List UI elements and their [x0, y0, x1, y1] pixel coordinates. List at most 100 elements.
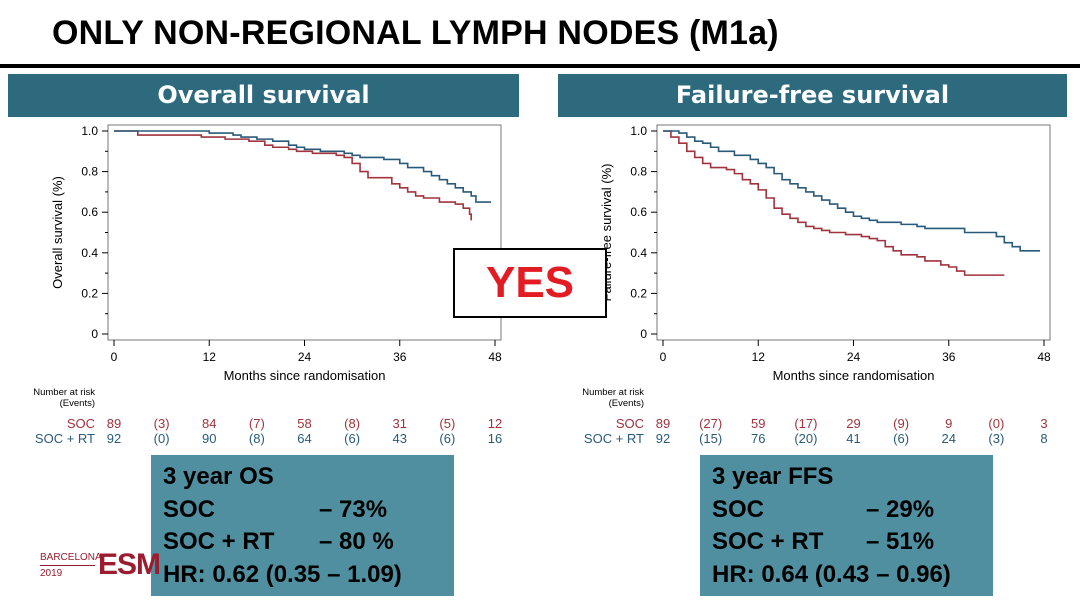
- logo-year: 2019: [40, 568, 63, 579]
- risk-value: 92: [107, 431, 121, 446]
- risk-value: 12: [488, 416, 502, 431]
- risk-value: (0): [154, 431, 170, 446]
- summary-row-soc-rt: SOC + RT – 51%: [712, 526, 983, 559]
- summary-label: SOC: [712, 495, 765, 523]
- yes-badge: YES: [453, 248, 607, 318]
- logo-city: BARCELONA: [40, 552, 102, 563]
- risk-row-label: SOC: [616, 416, 644, 431]
- y-tick-label: 0: [91, 327, 98, 341]
- summary-box-os: 3 year OS SOC – 73% SOC + RT – 80 % HR: 0.…: [151, 455, 454, 596]
- risk-value: 24: [942, 431, 956, 446]
- slide-title: ONLY NON-REGIONAL LYMPH NODES (M1a): [52, 14, 779, 52]
- risk-value: (6): [439, 431, 455, 446]
- y-tick-label: 0.8: [81, 165, 98, 179]
- x-tick-label: 24: [847, 350, 861, 364]
- risk-value: (8): [249, 431, 265, 446]
- risk-row-label: SOC + RT: [35, 431, 95, 446]
- risk-row-label: SOC + RT: [584, 431, 644, 446]
- risk-table-header: Number at risk: [582, 387, 644, 398]
- risk-value: 41: [846, 431, 860, 446]
- risk-value: 84: [202, 416, 216, 431]
- survival-curve-soc-rt: [114, 130, 492, 203]
- panel-header-failure-free-survival: Failure-free survival: [558, 74, 1067, 117]
- risk-value: (27): [699, 416, 722, 431]
- risk-value: 59: [751, 416, 765, 431]
- risk-value: (3): [154, 416, 170, 431]
- summary-hazard-ratio: HR: 0.62 (0.35 – 1.09): [163, 560, 402, 588]
- risk-value: 29: [846, 416, 860, 431]
- risk-value: 8: [1040, 431, 1047, 446]
- summary-label: SOC: [163, 495, 216, 523]
- risk-value: 9: [945, 416, 952, 431]
- risk-value: (6): [344, 431, 360, 446]
- x-tick-label: 12: [203, 350, 217, 364]
- risk-value: 58: [297, 416, 311, 431]
- summary-hazard-ratio: HR: 0.64 (0.43 – 0.96): [712, 560, 951, 588]
- risk-value: (17): [794, 416, 817, 431]
- risk-value: 90: [202, 431, 216, 446]
- risk-value: 43: [393, 431, 407, 446]
- risk-table-header: Number at risk: [33, 387, 95, 398]
- summary-row-soc: SOC – 73%: [163, 494, 444, 527]
- risk-value: (6): [893, 431, 909, 446]
- y-tick-label: 0.4: [630, 246, 647, 260]
- summary-value: – 73%: [319, 495, 388, 523]
- logo-divider: [40, 565, 95, 566]
- risk-row-label: SOC: [67, 416, 95, 431]
- overall-survival-chart: 0 0.2 0.4 0.6 0.8 1.0 0 12 24 36 48 Months since ra…: [33, 124, 502, 446]
- summary-row-soc-rt: SOC + RT – 80 %: [163, 526, 444, 559]
- survival-curve-soc: [114, 130, 472, 221]
- y-tick-label: 0.4: [81, 246, 98, 260]
- x-tick-label: 0: [111, 350, 118, 364]
- title-divider: [0, 64, 1080, 68]
- risk-value: (7): [249, 416, 265, 431]
- y-tick-label: 0.2: [630, 286, 647, 300]
- y-axis-title: Overall survival (%): [50, 176, 65, 289]
- x-tick-label: 24: [298, 350, 312, 364]
- risk-value: (0): [988, 416, 1004, 431]
- risk-value: (5): [439, 416, 455, 431]
- summary-box-ffs: 3 year FFS SOC – 29% SOC + RT – 51% HR: 0.…: [700, 455, 993, 596]
- x-axis-title: Months since randomisation: [773, 368, 935, 383]
- y-tick-label: 0.8: [630, 165, 647, 179]
- y-tick-label: 0: [640, 327, 647, 341]
- summary-value: – 51%: [866, 528, 935, 555]
- summary-row-soc: SOC – 29%: [712, 494, 983, 527]
- x-tick-label: 48: [488, 350, 502, 364]
- risk-value: (3): [988, 431, 1004, 446]
- y-tick-label: 1.0: [630, 124, 647, 138]
- survival-curve-soc: [663, 130, 1005, 276]
- risk-value: 89: [107, 416, 121, 431]
- x-axis-title: Months since randomisation: [224, 368, 386, 383]
- risk-table-subheader: (Events): [60, 398, 95, 409]
- summary-label: SOC + RT: [163, 528, 275, 555]
- risk-value: 76: [751, 431, 765, 446]
- risk-value: (15): [699, 431, 722, 446]
- risk-value: 3: [1040, 416, 1047, 431]
- x-tick-label: 0: [660, 350, 667, 364]
- y-tick-label: 0.6: [81, 205, 98, 219]
- x-tick-label: 12: [752, 350, 766, 364]
- risk-value: (9): [893, 416, 909, 431]
- y-tick-label: 0.6: [630, 205, 647, 219]
- x-tick-label: 36: [942, 350, 956, 364]
- congress-logo: BARCELONA 2019 ESM: [40, 548, 161, 584]
- risk-value: (8): [344, 416, 360, 431]
- summary-heading: 3 year OS: [163, 463, 274, 490]
- risk-value: 31: [393, 416, 407, 431]
- summary-value: – 29%: [866, 495, 935, 523]
- summary-heading: 3 year FFS: [712, 463, 834, 490]
- risk-table-subheader: (Events): [609, 398, 644, 409]
- y-tick-label: 1.0: [81, 124, 98, 138]
- risk-value: (20): [794, 431, 817, 446]
- risk-value: 89: [656, 416, 670, 431]
- survival-curve-soc-rt: [663, 130, 1041, 252]
- risk-value: 92: [656, 431, 670, 446]
- logo-mark: ESM: [98, 548, 161, 581]
- x-tick-label: 48: [1037, 350, 1051, 364]
- yes-badge-text: YES: [485, 258, 575, 307]
- x-tick-label: 36: [393, 350, 407, 364]
- risk-value: 16: [488, 431, 502, 446]
- summary-value: – 80 %: [319, 528, 394, 555]
- y-tick-label: 0.2: [81, 286, 98, 300]
